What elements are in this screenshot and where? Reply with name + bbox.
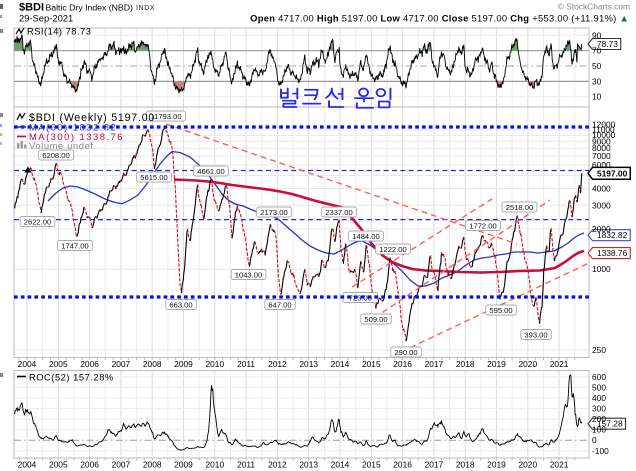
svg-text:ROC(52) 157.28%: ROC(52) 157.28% (29, 373, 114, 383)
svg-text:2009: 2009 (174, 359, 193, 369)
svg-text:250: 250 (592, 345, 606, 355)
svg-text:2173.00: 2173.00 (260, 208, 287, 217)
svg-text:4661.00: 4661.00 (197, 167, 224, 176)
svg-text:2018: 2018 (456, 359, 475, 369)
svg-text:2018: 2018 (456, 460, 475, 470)
svg-text:2006: 2006 (80, 460, 99, 470)
svg-text:Open 4717.00 High 5197.00 Low: Open 4717.00 High 5197.00 Low 4717.00 Cl… (250, 13, 629, 24)
svg-text:2015: 2015 (362, 359, 381, 369)
svg-text:500: 500 (592, 382, 606, 392)
svg-text:663.00: 663.00 (169, 300, 192, 309)
svg-text:2010: 2010 (205, 359, 224, 369)
svg-text:6000: 6000 (592, 160, 611, 170)
svg-text:1338.76: 1338.76 (597, 248, 628, 258)
svg-text:2014: 2014 (331, 359, 350, 369)
svg-text:$BDI (Weekly) 5197.00: $BDI (Weekly) 5197.00 (29, 112, 155, 124)
svg-text:© StockCharts.com: © StockCharts.com (558, 2, 630, 12)
svg-text:11793.00: 11793.00 (150, 112, 181, 121)
svg-text:1747.00: 1747.00 (61, 241, 88, 250)
svg-text:2020: 2020 (518, 359, 537, 369)
svg-text:1484.00: 1484.00 (352, 232, 379, 241)
svg-text:5197.00: 5197.00 (597, 168, 628, 178)
svg-text:100: 100 (592, 425, 606, 435)
svg-text:2337.00: 2337.00 (325, 208, 352, 217)
svg-text:2013: 2013 (299, 359, 318, 369)
svg-text:509.00: 509.00 (364, 315, 387, 324)
svg-text:29-Sep-2021: 29-Sep-2021 (19, 13, 73, 24)
svg-text:2007: 2007 (112, 359, 131, 369)
svg-text:5615.00: 5615.00 (140, 173, 167, 182)
svg-text:647.00: 647.00 (268, 300, 291, 309)
svg-text:2009: 2009 (174, 460, 193, 470)
svg-text:2019: 2019 (487, 359, 506, 369)
svg-text:2007: 2007 (112, 460, 131, 470)
svg-text:723.00: 723.00 (349, 293, 372, 302)
svg-text:78.73: 78.73 (597, 39, 618, 49)
svg-text:2011: 2011 (237, 460, 255, 470)
svg-text:1043.00: 1043.00 (235, 270, 262, 279)
svg-text:2005: 2005 (49, 359, 68, 369)
svg-text:1832.82: 1832.82 (597, 230, 628, 240)
svg-text:RSI(14) 78.73: RSI(14) 78.73 (27, 27, 91, 37)
svg-text:7000: 7000 (592, 151, 611, 161)
svg-text:2008: 2008 (143, 460, 162, 470)
svg-text:4000: 4000 (592, 184, 611, 194)
svg-text:2005: 2005 (49, 460, 68, 470)
svg-text:2021: 2021 (550, 460, 569, 470)
svg-text:2008: 2008 (143, 359, 162, 369)
svg-text:MA(300) 1338.76: MA(300) 1338.76 (29, 131, 124, 142)
svg-text:$BDI: $BDI (19, 2, 44, 14)
svg-text:2016: 2016 (393, 359, 412, 369)
svg-text:200: 200 (592, 414, 606, 424)
svg-text:1000: 1000 (592, 264, 611, 274)
svg-text:10: 10 (592, 92, 602, 102)
svg-text:393.00: 393.00 (524, 330, 547, 339)
svg-text:9000: 9000 (592, 136, 611, 146)
svg-text:2014: 2014 (331, 460, 350, 470)
svg-text:2020: 2020 (518, 460, 537, 470)
svg-text:30: 30 (592, 76, 602, 86)
svg-text:2015: 2015 (362, 460, 381, 470)
svg-text:2013: 2013 (299, 460, 318, 470)
svg-text:2012: 2012 (268, 359, 287, 369)
svg-text:1222.00: 1222.00 (379, 245, 406, 254)
svg-text:Volume undef: Volume undef (29, 140, 94, 151)
svg-text:1772.00: 1772.00 (469, 221, 496, 230)
svg-text:12000: 12000 (592, 120, 616, 130)
svg-text:6208.00: 6208.00 (42, 151, 69, 160)
svg-text:8000: 8000 (592, 143, 611, 153)
svg-text:300: 300 (592, 404, 606, 414)
svg-text:10000: 10000 (592, 130, 616, 140)
svg-text:290.00: 290.00 (394, 348, 417, 357)
svg-text:400: 400 (592, 393, 606, 403)
svg-text:2518.00: 2518.00 (506, 203, 533, 212)
svg-text:600: 600 (592, 372, 606, 382)
svg-text:157.28: 157.28 (597, 419, 623, 429)
svg-text:2006: 2006 (80, 359, 99, 369)
svg-text:2004: 2004 (18, 359, 37, 369)
svg-text:90: 90 (592, 30, 602, 40)
svg-text:2017: 2017 (425, 359, 444, 369)
svg-text:50: 50 (592, 61, 602, 71)
svg-text:2622.00: 2622.00 (24, 217, 51, 226)
svg-text:2000: 2000 (592, 224, 611, 234)
svg-text:11000: 11000 (592, 125, 615, 135)
svg-text:-100: -100 (592, 446, 609, 456)
svg-text:2016: 2016 (393, 460, 412, 470)
svg-text:Baltic Dry Index (NBD): Baltic Dry Index (NBD) (46, 3, 133, 13)
svg-text:0: 0 (592, 435, 597, 445)
svg-text:2012: 2012 (268, 460, 287, 470)
svg-text:2021: 2021 (550, 359, 569, 369)
svg-text:70: 70 (592, 46, 602, 56)
svg-text:INDX: INDX (136, 5, 155, 12)
svg-text:2019: 2019 (487, 460, 506, 470)
svg-text:2004: 2004 (18, 460, 37, 470)
svg-text:MA(60) 1832.82: MA(60) 1832.82 (29, 122, 117, 133)
svg-text:2011: 2011 (237, 359, 255, 369)
svg-text:2017: 2017 (425, 460, 444, 470)
svg-text:595.00: 595.00 (489, 306, 512, 315)
svg-text:3000: 3000 (592, 200, 611, 210)
svg-text:2010: 2010 (205, 460, 224, 470)
